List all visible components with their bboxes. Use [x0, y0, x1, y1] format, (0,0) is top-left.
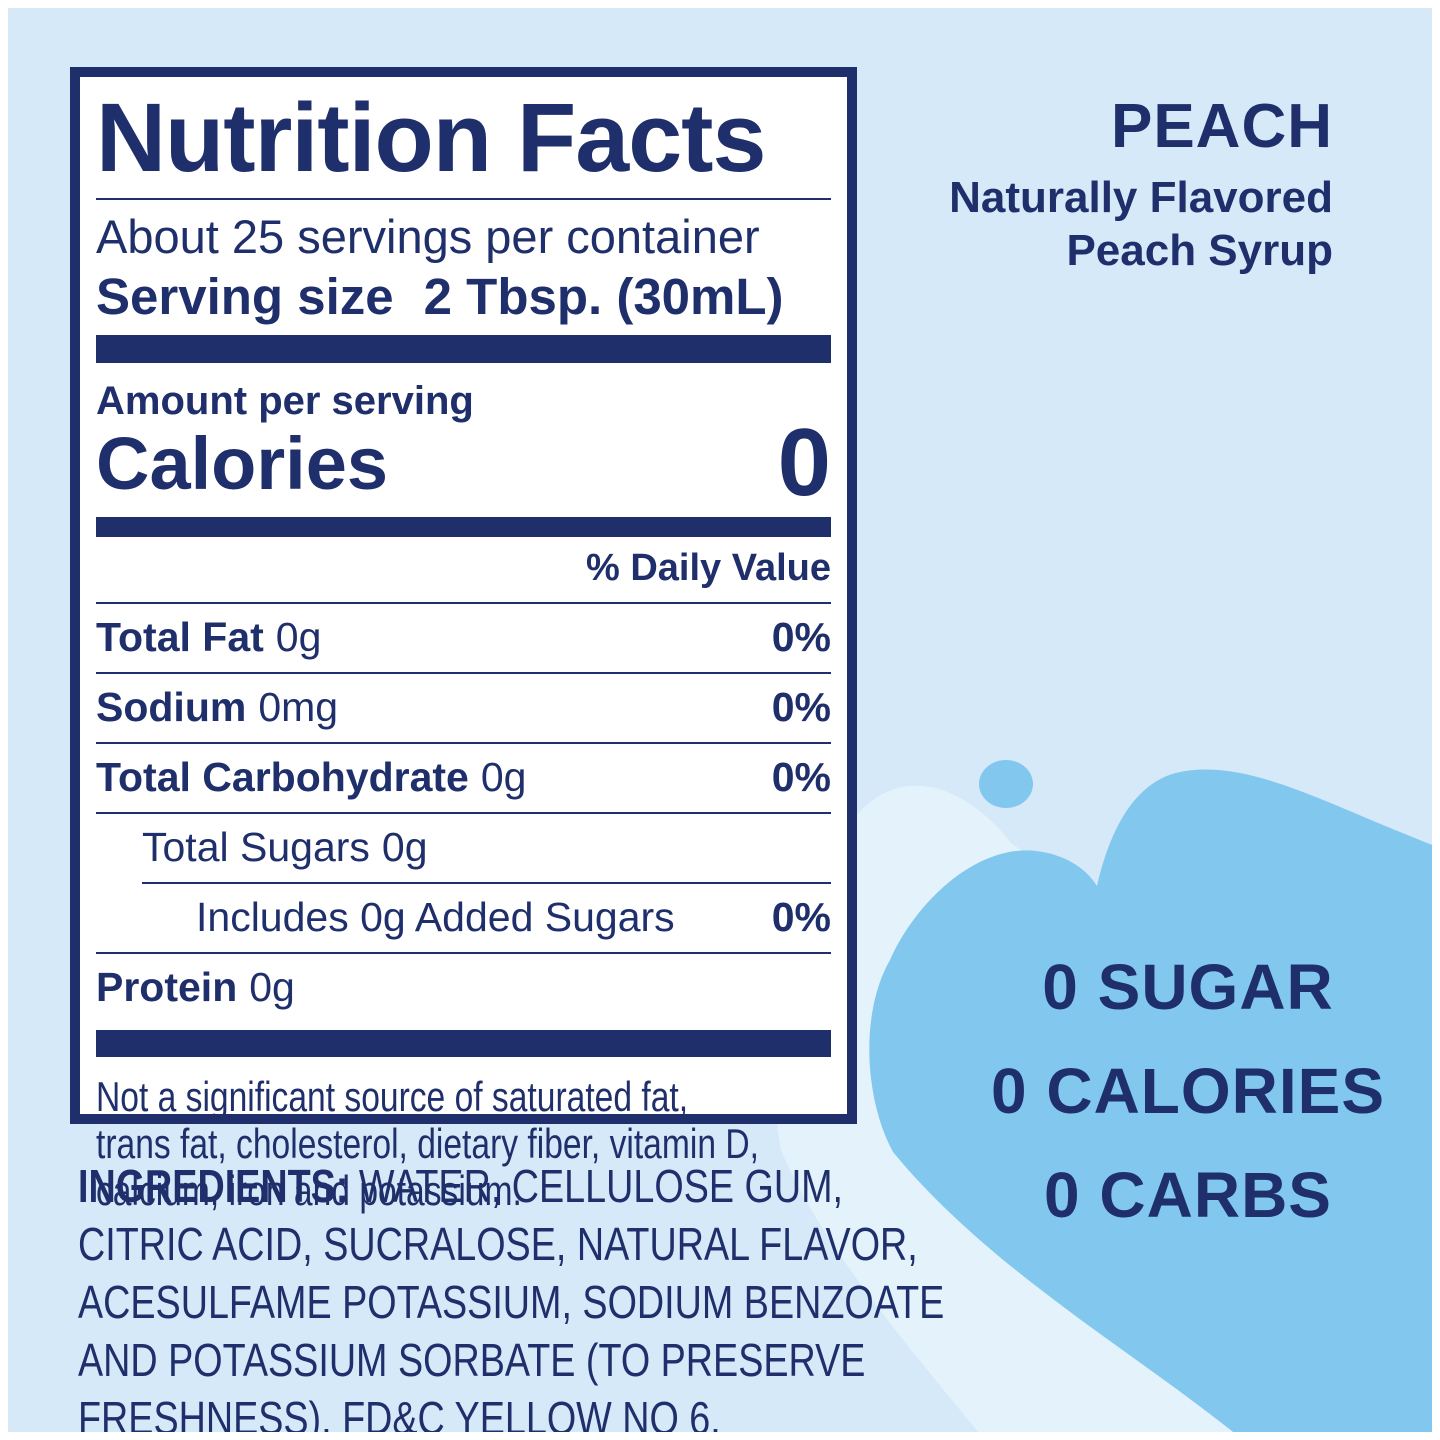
serving-size-label: Serving size	[96, 268, 394, 325]
splash-main-shape	[869, 769, 1432, 1432]
flavor-block: PEACH Naturally Flavored Peach Syrup	[949, 96, 1333, 278]
nutrient-name: Total Carbohydrate	[96, 753, 469, 800]
nutrient-row-total-sugars: Total Sugars 0g	[142, 814, 831, 884]
thick-divider	[96, 335, 831, 363]
footnote: Not a significant source of saturated fa…	[96, 1072, 759, 1214]
splash-droplet-icon	[979, 760, 1033, 808]
claim-zero-carbs: 0 CARBS	[1044, 1159, 1332, 1231]
daily-value-header: % Daily Value	[96, 537, 831, 604]
nutrient-name: Sodium	[96, 683, 247, 730]
nutrient-amount: 0g	[381, 823, 428, 870]
divider	[96, 198, 831, 200]
nutrient-daily-value: 0%	[771, 683, 831, 730]
nutrition-facts-title: Nutrition Facts	[96, 83, 766, 192]
nutrient-row-added-sugars: Includes 0g Added Sugars 0%	[96, 884, 831, 954]
ingredients-text: WATER, CELLULOSE GUM,	[348, 1160, 843, 1212]
serving-size-value: 2 Tbsp. (30mL)	[423, 268, 784, 325]
nutrient-amount: 0g	[275, 613, 322, 660]
flavor-subtitle: Naturally Flavored Peach Syrup	[949, 172, 1333, 278]
thick-divider	[96, 1029, 831, 1057]
nutrient-row-protein: Protein 0g	[96, 954, 831, 1022]
nutrient-daily-value: 0%	[771, 893, 831, 940]
ingredients-line: AND POTASSIUM SORBATE (TO PRESERVE	[78, 1333, 866, 1386]
flavor-name: PEACH	[1110, 92, 1333, 161]
nutrient-amount: 0mg	[258, 683, 339, 730]
ingredients-line: INGREDIENTS: WATER, CELLULOSE GUM,	[78, 1158, 944, 1216]
nutrient-daily-value: 0%	[771, 753, 831, 800]
ingredients-line: ACESULFAME POTASSIUM, SODIUM BENZOATE	[78, 1275, 945, 1328]
flavor-subtitle-line: Naturally Flavored	[949, 173, 1333, 222]
nutrient-amount: 0g	[480, 753, 527, 800]
claim-zero-calories: 0 CALORIES	[990, 1055, 1386, 1127]
water-splash-graphic	[774, 760, 1432, 1432]
servings-per-container: About 25 servings per container	[96, 210, 760, 263]
footnote-line: calcium, iron and potassium.	[96, 1166, 522, 1214]
ingredients-line: FRESHNESS), FD&C YELLOW NO 6.	[78, 1391, 721, 1432]
flavor-subtitle-line: Peach Syrup	[1066, 225, 1333, 275]
nutrient-name: Protein	[96, 963, 238, 1010]
footnote-line: Not a significant source of saturated fa…	[96, 1072, 689, 1120]
nutrient-amount: 0g	[249, 963, 295, 1010]
medium-divider	[96, 516, 831, 537]
nutrient-name: Includes 0g Added Sugars	[196, 893, 675, 940]
nutrient-name: Total Fat	[96, 613, 264, 660]
nutrient-daily-value: 0%	[771, 613, 831, 660]
calories-row: Calories 0	[96, 409, 831, 516]
footnote-line: trans fat, cholesterol, dietary fiber, v…	[96, 1119, 759, 1167]
nutrient-row-sodium: Sodium 0mg 0%	[96, 674, 831, 744]
serving-size-row: Serving size 2 Tbsp. (30mL)	[96, 267, 831, 326]
amount-per-serving-label: Amount per serving	[96, 379, 474, 423]
calories-value: 0	[777, 409, 831, 516]
nutrient-name: Total Sugars	[142, 823, 370, 870]
ingredients-label: INGREDIENTS:	[78, 1160, 349, 1212]
nutrient-row-total-fat: Total Fat 0g 0%	[96, 604, 831, 674]
ingredients-line: CITRIC ACID, SUCRALOSE, NATURAL FLAVOR,	[78, 1217, 918, 1270]
calories-label: Calories	[96, 422, 389, 506]
claim-zero-sugar: 0 SUGAR	[1042, 951, 1334, 1023]
nutrition-facts-panel: Nutrition Facts About 25 servings per co…	[70, 67, 857, 1214]
label-background: Nutrition Facts About 25 servings per co…	[8, 8, 1432, 1432]
claims-block: 0 SUGAR 0 CALORIES 0 CARBS	[888, 935, 1432, 1247]
nutrient-row-total-carbohydrate: Total Carbohydrate 0g 0%	[96, 744, 831, 814]
ingredients-block: INGREDIENTS: WATER, CELLULOSE GUM, CITRI…	[78, 1158, 944, 1432]
